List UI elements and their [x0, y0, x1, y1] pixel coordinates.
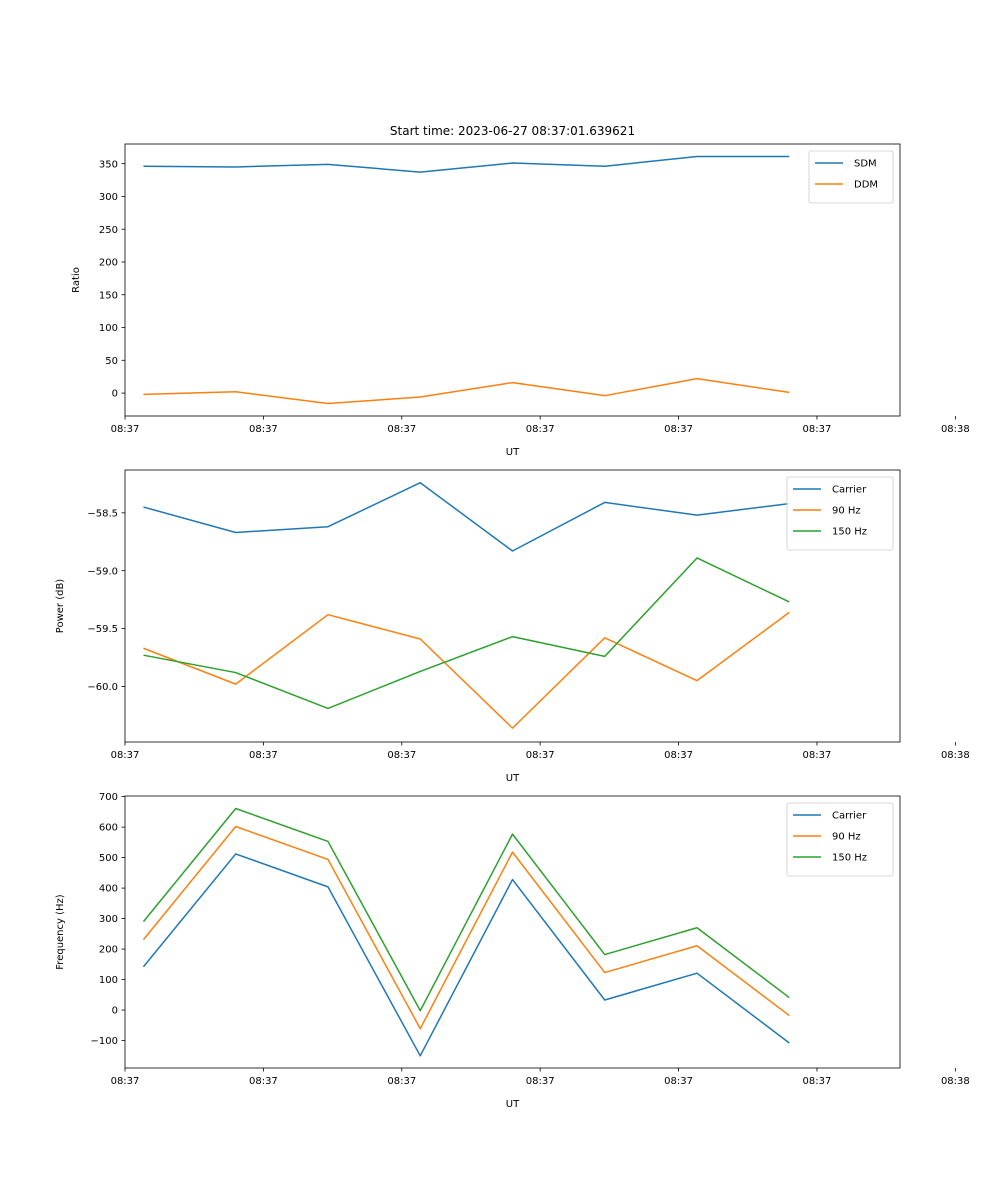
y-tick-label: 100	[99, 975, 118, 986]
series-line-90-hz	[142, 825, 790, 1030]
y-tick-label: 500	[99, 853, 118, 864]
x-tick-label: 08:37	[387, 424, 416, 435]
y-tick-label: 300	[99, 192, 118, 203]
x-tick-label: 08:37	[526, 750, 555, 761]
x-tick-label: 08:37	[526, 1076, 555, 1087]
x-tick-label: 08:37	[249, 424, 278, 435]
x-tick-label: 08:37	[664, 1076, 693, 1087]
y-tick-label: −59.0	[87, 566, 118, 577]
x-tick-label: 08:37	[803, 1076, 832, 1087]
y-axis-label: Power (dB)	[55, 579, 66, 634]
power-panel: 08:37 08:37 08:37 08:37 08:37 08:37 08:38 −60.0…	[55, 469, 970, 784]
frequency-panel: 08:37 08:37 08:37 08:37 08:37 08:37 08:38 −100 0…	[55, 792, 970, 1110]
series-line-90-hz	[143, 611, 790, 729]
legend-label: 150 Hz	[832, 853, 867, 864]
figure-title: Start time: 2023-06-27 08:37:01.639621	[390, 124, 635, 138]
y-tick-label: −60.0	[87, 682, 118, 693]
legend: Carrier 90 Hz 150 Hz	[786, 802, 894, 877]
y-tick-label: 350	[99, 159, 118, 170]
x-axis-label: UT	[506, 1099, 520, 1110]
x-tick-label: 08:37	[664, 424, 693, 435]
y-tick-label: 600	[99, 823, 118, 834]
x-tick-label: 08:37	[803, 424, 832, 435]
x-axis-label: UT	[506, 773, 520, 784]
series-line-ddm	[143, 377, 790, 405]
y-tick-label: 150	[99, 290, 118, 301]
y-tick-label: 700	[99, 792, 118, 803]
x-tick-label: 08:38	[941, 750, 970, 761]
axes-frame	[124, 795, 901, 1069]
y-tick-label: 400	[99, 884, 118, 895]
x-tick-label: 08:37	[803, 750, 832, 761]
legend-label: Carrier	[832, 485, 867, 496]
series-line-carrier	[143, 481, 790, 552]
axes-frame	[124, 469, 901, 743]
legend-label: 90 Hz	[832, 832, 861, 843]
y-tick-label: 200	[99, 258, 118, 269]
legend-label: Carrier	[832, 811, 867, 822]
legend: Carrier 90 Hz 150 Hz	[786, 476, 894, 551]
y-tick-label: −59.5	[87, 624, 118, 635]
y-tick-label: −58.5	[87, 508, 118, 519]
legend-label: DDM	[854, 180, 878, 191]
axes-frame	[124, 143, 901, 417]
y-axis-label: Ratio	[71, 267, 82, 293]
x-tick-label: 08:37	[387, 750, 416, 761]
legend-box	[808, 150, 894, 204]
y-tick-label: 100	[99, 323, 118, 334]
x-tick-label: 08:37	[111, 1076, 140, 1087]
x-tick-label: 08:38	[941, 1076, 970, 1087]
series-line-150-hz	[143, 557, 790, 710]
ratio-panel: 08:37 08:37 08:37 08:37 08:37 08:37 08:38 0 50 10…	[71, 143, 970, 458]
y-tick-label: 50	[105, 356, 118, 367]
legend-label: 90 Hz	[832, 506, 861, 517]
x-tick-label: 08:37	[664, 750, 693, 761]
x-tick-label: 08:37	[387, 1076, 416, 1087]
legend-label: 150 Hz	[832, 527, 867, 538]
x-tick-label: 08:38	[941, 424, 970, 435]
y-tick-label: 200	[99, 945, 118, 956]
x-axis-label: UT	[506, 447, 520, 458]
series-line-150-hz	[142, 807, 790, 1012]
y-tick-label: 0	[112, 389, 118, 400]
series-line-carrier	[142, 853, 790, 1057]
x-tick-label: 08:37	[249, 1076, 278, 1087]
y-tick-label: −100	[91, 1036, 118, 1047]
legend: SDM DDM	[808, 150, 894, 204]
y-tick-label: 250	[99, 225, 118, 236]
y-tick-label: 300	[99, 914, 118, 925]
legend-label: SDM	[854, 159, 877, 170]
series-line-sdm	[143, 155, 790, 173]
x-tick-label: 08:37	[526, 424, 555, 435]
x-tick-label: 08:37	[249, 750, 278, 761]
y-tick-label: 0	[112, 1006, 118, 1017]
x-tick-label: 08:37	[111, 424, 140, 435]
y-axis-label: Frequency (Hz)	[55, 894, 66, 970]
x-tick-label: 08:37	[111, 750, 140, 761]
